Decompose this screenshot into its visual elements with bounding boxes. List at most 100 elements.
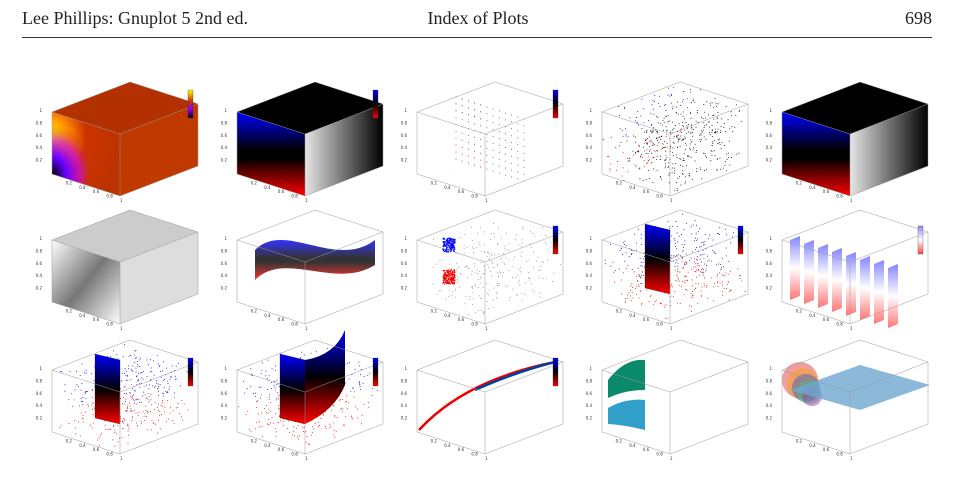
z-tick-label: 0.8 [36,378,43,383]
point [696,224,697,226]
point [274,386,276,388]
z-tick-label: 0.2 [221,416,228,421]
z-tick-label: 0.2 [766,158,773,163]
point [744,291,746,292]
z-tick-label: 0.6 [401,133,408,138]
point [665,165,667,167]
point [717,128,719,130]
point [127,404,129,406]
point [310,352,312,354]
point [719,227,721,229]
x-tick-label: 0.4 [444,185,451,190]
point [672,147,674,149]
point [667,166,669,168]
point [85,372,87,374]
point [126,425,128,426]
point [84,411,86,413]
point [695,259,697,261]
point [681,260,683,262]
point [666,130,668,132]
point [694,271,696,273]
point [367,374,369,376]
point [154,385,156,387]
z-tick-label: 0.6 [36,133,43,138]
point [687,155,689,156]
point [505,167,506,169]
x-tick-label: 0.8 [106,322,113,327]
point [135,350,137,352]
x-tick-label: 1 [120,326,123,331]
point [725,161,727,163]
point [444,271,446,274]
point [127,443,129,444]
plot-thumbnail: 0.20.40.60.810.20.40.60.81 [586,209,749,331]
point [653,127,655,129]
point [122,427,124,429]
point [629,295,631,297]
point [640,261,642,263]
point [684,275,686,277]
x-tick-label: 0.4 [809,185,816,190]
point [454,288,456,290]
point [128,365,130,367]
point [690,139,692,141]
x-tick-label: 0.6 [458,317,465,322]
colorbar [372,357,379,387]
point [713,118,715,120]
box-edge [119,293,199,325]
point [275,369,276,371]
point [497,276,499,278]
x-tick-label: 0.8 [106,194,113,199]
point [722,275,724,277]
z-tick-label: 0.6 [586,133,593,138]
point [652,145,654,147]
box-edge [119,423,199,455]
point [131,416,133,418]
box-edge [781,431,851,455]
point [650,141,652,143]
point [637,110,639,112]
point [340,408,342,410]
point [139,359,141,361]
point [676,260,678,262]
point [675,163,677,165]
point [712,239,714,241]
point [145,405,147,407]
colorbar [552,357,559,387]
point [452,278,455,280]
point [661,136,663,137]
point [668,174,670,176]
point [454,296,456,298]
point [516,234,518,236]
point [482,286,484,288]
point [497,243,499,245]
point [60,424,62,426]
point [115,433,117,435]
point [641,153,643,155]
box-edge [51,111,121,135]
point [513,259,515,261]
point [136,375,138,377]
point [559,264,561,266]
point [689,147,691,149]
x-tick-label: 0.6 [458,189,465,194]
point [303,430,304,432]
point [675,182,677,184]
point [696,246,698,248]
point [689,91,691,93]
point [508,249,510,251]
point [165,391,167,393]
point [681,256,683,258]
point [636,280,638,281]
point [673,256,675,258]
point [455,137,457,139]
point [163,379,164,381]
box-edge [236,301,306,325]
point [695,151,697,153]
point [442,241,445,243]
point [488,289,490,291]
point [664,146,666,148]
point [708,238,709,240]
point [640,265,642,267]
point [358,365,360,367]
